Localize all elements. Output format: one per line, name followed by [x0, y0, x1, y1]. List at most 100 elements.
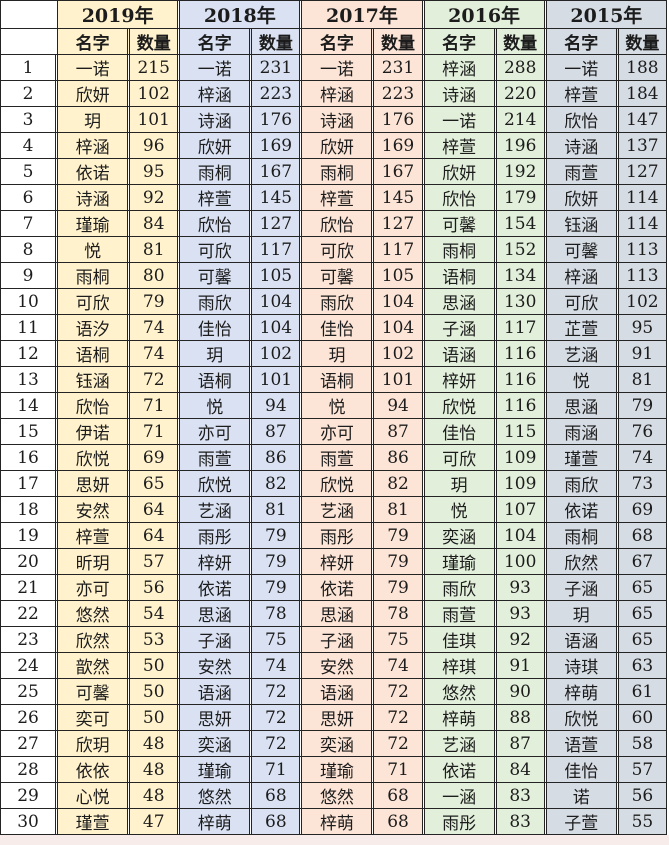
- name-cell: 可欣: [57, 288, 129, 315]
- name-cell: 可欣: [423, 444, 495, 471]
- table-row: 7 瑾瑜 84 欣怡 127 欣怡 127 可馨 154 钰涵 114: [0, 210, 668, 237]
- year-header-row: 2019年 2018年 2017年 2016年 2015年: [0, 0, 668, 29]
- count-cell: 231: [373, 54, 423, 81]
- count-cell: 65: [617, 574, 668, 601]
- name-cell: 依诺: [423, 756, 495, 783]
- name-cell: 欣悦: [423, 392, 495, 419]
- table-row: 4 梓涵 96 欣妍 169 欣妍 169 梓萱 196 诗涵 137: [0, 132, 668, 159]
- name-cell: 佳怡: [423, 418, 495, 445]
- table-row: 17 思妍 65 欣悦 82 欣悦 82 玥 109 雨欣 73: [0, 470, 668, 497]
- count-cell: 117: [373, 236, 423, 263]
- count-cell: 169: [251, 132, 301, 159]
- name-cell: 梓涵: [545, 262, 617, 289]
- count-cell: 79: [251, 548, 301, 575]
- name-cell: 子涵: [545, 574, 617, 601]
- name-cell: 玥: [57, 106, 129, 133]
- table-row: 29 心悦 48 悠然 68 悠然 68 一涵 83 诺 56: [0, 782, 668, 809]
- count-cell: 134: [495, 262, 545, 289]
- name-cell: 欣悦: [545, 704, 617, 731]
- count-cell: 223: [373, 80, 423, 107]
- row-number-cell: 12: [0, 340, 57, 367]
- table-row: 23 欣然 53 子涵 75 子涵 75 佳琪 92 语涵 65: [0, 626, 668, 653]
- name-cell: 艺涵: [545, 340, 617, 367]
- name-column-header: 名字: [57, 28, 129, 55]
- name-cell: 佳怡: [301, 314, 373, 341]
- table-row: 26 奕可 50 思妍 72 思妍 72 梓萌 88 欣悦 60: [0, 704, 668, 731]
- name-cell: 安然: [301, 652, 373, 679]
- row-number-cell: 22: [0, 600, 57, 627]
- count-cell: 48: [129, 730, 179, 757]
- name-cell: 欣然: [57, 626, 129, 653]
- name-cell: 梓妍: [179, 548, 251, 575]
- count-cell: 116: [495, 392, 545, 419]
- count-cell: 231: [251, 54, 301, 81]
- count-cell: 100: [495, 548, 545, 575]
- name-cell: 瑾瑜: [179, 756, 251, 783]
- name-cell: 佳怡: [179, 314, 251, 341]
- name-cell: 语涵: [423, 340, 495, 367]
- count-cell: 104: [373, 314, 423, 341]
- count-column-header: 数量: [129, 28, 179, 55]
- count-cell: 127: [373, 210, 423, 237]
- name-cell: 梓涵: [423, 54, 495, 81]
- count-cell: 104: [495, 522, 545, 549]
- name-cell: 芷萱: [545, 314, 617, 341]
- count-cell: 79: [373, 548, 423, 575]
- count-column-header: 数量: [373, 28, 423, 55]
- count-cell: 65: [129, 470, 179, 497]
- count-cell: 95: [129, 158, 179, 185]
- name-cell: 欣妍: [545, 184, 617, 211]
- count-cell: 79: [251, 574, 301, 601]
- count-column-header: 数量: [617, 28, 668, 55]
- name-cell: 亦可: [179, 418, 251, 445]
- row-number-cell: 19: [0, 522, 57, 549]
- name-cell: 悠然: [301, 782, 373, 809]
- name-cell: 依诺: [545, 496, 617, 523]
- row-number-cell: 5: [0, 158, 57, 185]
- count-cell: 68: [373, 808, 423, 835]
- count-cell: 54: [129, 600, 179, 627]
- row-number-cell: 25: [0, 678, 57, 705]
- count-cell: 47: [129, 808, 179, 835]
- name-cell: 语涵: [179, 678, 251, 705]
- count-cell: 72: [251, 730, 301, 757]
- count-cell: 114: [617, 184, 668, 211]
- count-cell: 184: [617, 80, 668, 107]
- count-cell: 101: [251, 366, 301, 393]
- name-column-header: 名字: [179, 28, 251, 55]
- name-cell: 佳琪: [423, 626, 495, 653]
- name-cell: 悦: [179, 392, 251, 419]
- name-cell: 依依: [57, 756, 129, 783]
- table-row: 9 雨桐 80 可馨 105 可馨 105 语桐 134 梓涵 113: [0, 262, 668, 289]
- name-cell: 瑾瑜: [423, 548, 495, 575]
- count-cell: 68: [373, 782, 423, 809]
- table-row: 22 悠然 54 思涵 78 思涵 78 雨萱 93 玥 65: [0, 600, 668, 627]
- name-cell: 梓萌: [423, 704, 495, 731]
- row-number-cell: 14: [0, 392, 57, 419]
- name-cell: 梓涵: [179, 80, 251, 107]
- name-cell: 雨桐: [423, 236, 495, 263]
- count-cell: 65: [617, 600, 668, 627]
- table-body: 1 一诺 215 一诺 231 一诺 231 梓涵 288 一诺 188 2 欣妍 102 梓涵 223 梓涵 2…: [0, 54, 668, 835]
- name-cell: 欣怡: [301, 210, 373, 237]
- table-row: 24 歆然 50 安然 74 安然 74 梓琪 91 诗琪 63: [0, 652, 668, 679]
- name-cell: 梓萱: [179, 184, 251, 211]
- name-cell: 思涵: [423, 288, 495, 315]
- count-cell: 167: [373, 158, 423, 185]
- table-row: 11 语汐 74 佳怡 104 佳怡 104 子涵 117 芷萱 95: [0, 314, 668, 341]
- corner-cell-blank: [0, 28, 59, 55]
- count-cell: 107: [495, 496, 545, 523]
- count-cell: 50: [129, 678, 179, 705]
- count-cell: 68: [617, 522, 668, 549]
- row-number-cell: 18: [0, 496, 57, 523]
- count-cell: 56: [129, 574, 179, 601]
- count-cell: 137: [617, 132, 668, 159]
- name-cell: 悠然: [57, 600, 129, 627]
- name-cell: 诗涵: [57, 184, 129, 211]
- count-cell: 104: [251, 288, 301, 315]
- row-number-cell: 30: [0, 808, 57, 835]
- count-cell: 101: [129, 106, 179, 133]
- name-cell: 奕涵: [423, 522, 495, 549]
- table-row: 30 瑾萱 47 梓萌 68 梓萌 68 雨彤 83 子萱 55: [0, 808, 668, 835]
- year-header-2018: 2018年: [179, 0, 301, 29]
